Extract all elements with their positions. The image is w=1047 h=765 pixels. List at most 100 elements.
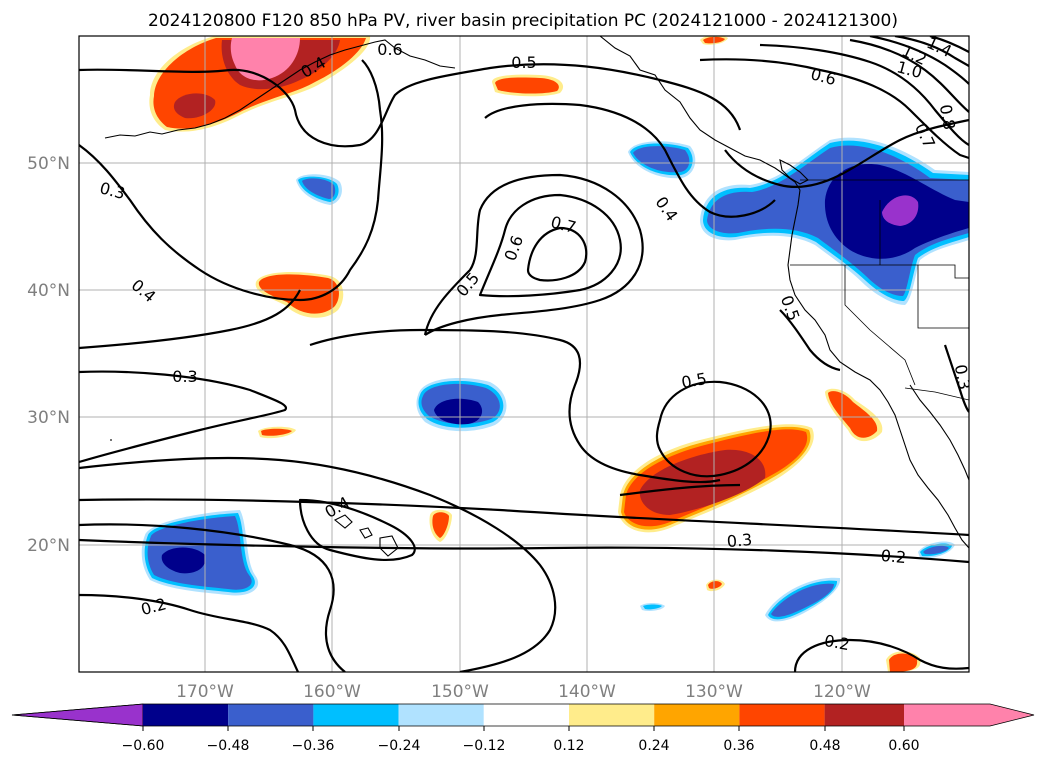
lon-tick-label: 130°W — [685, 682, 743, 702]
state-border — [917, 265, 969, 329]
contour-label: 0.5 — [680, 369, 708, 392]
colorbar-extend-high — [904, 704, 1034, 726]
pv-contour — [655, 380, 772, 478]
colorbar-segment — [143, 704, 229, 726]
coastlines — [104, 36, 969, 557]
pv-contour — [779, 309, 841, 372]
colorbar-segment — [313, 704, 399, 726]
pv-contour — [79, 523, 346, 672]
pv-contour — [894, 36, 969, 67]
pv-contour — [759, 43, 969, 146]
pv-contour — [79, 289, 301, 350]
shade-area — [161, 547, 206, 574]
lat-tick-label: 50°N — [27, 154, 70, 174]
lon-tick-labels: 170°W 160°W 150°W 140°W 130°W 120°W — [176, 682, 871, 702]
colorbar-label: 0.60 — [888, 738, 919, 754]
lon-tick-label: 120°W — [813, 682, 871, 702]
shade-area — [708, 581, 722, 589]
alaska-coast — [104, 39, 456, 139]
shade-area — [923, 545, 949, 555]
shade-area — [882, 195, 919, 226]
shade-area — [771, 583, 834, 617]
pv-contours — [79, 36, 969, 672]
colorbar-label: 0.12 — [553, 738, 584, 754]
colorbar-segment — [398, 704, 484, 726]
colorbar: −0.60 −0.48 −0.36 −0.24 −0.12 0.12 0.24 … — [11, 703, 1035, 754]
pv-contour — [309, 328, 721, 484]
colorbar-segment — [739, 704, 825, 726]
pv-contour — [79, 370, 288, 464]
negative-area-pacific-northwest — [700, 137, 969, 305]
pv-contour — [79, 538, 969, 564]
colorbar-segment — [483, 704, 569, 726]
baja-coast — [909, 384, 969, 481]
colorbar-label: 0.36 — [723, 738, 754, 754]
vancouver-island — [779, 159, 809, 185]
contour-label: 0.2 — [880, 546, 907, 567]
colorbar-label: −0.24 — [378, 738, 421, 754]
shade-area — [633, 146, 690, 173]
pv-contour — [79, 593, 299, 672]
contour-label: 0.2 — [823, 631, 851, 654]
contour-label: 0.3 — [951, 363, 974, 391]
pv-contour — [526, 226, 588, 282]
pv-contour — [869, 36, 969, 85]
pv-contour — [943, 344, 969, 413]
lon-tick-label: 140°W — [558, 682, 616, 702]
map-frame — [78, 35, 970, 673]
pv-contour — [849, 38, 969, 113]
colorbar-label: −0.60 — [122, 738, 165, 754]
colorbar-label: 0.24 — [638, 738, 669, 754]
colorbar-segment — [654, 704, 740, 726]
contour-label: 0.6 — [377, 40, 402, 59]
pv-contour — [79, 63, 742, 148]
colorbar-label: −0.12 — [463, 738, 506, 754]
colorbar-label: −0.36 — [292, 738, 335, 754]
pv-contour — [619, 483, 741, 497]
figure-title: 2024120800 F120 850 hPa PV, river basin … — [148, 11, 898, 31]
colorbar-segment — [228, 704, 314, 726]
pv-contour — [423, 173, 644, 336]
colorbar-label: −0.48 — [207, 738, 250, 754]
colorbar-extend-low — [11, 703, 144, 727]
shade-area — [643, 604, 662, 610]
contour-label: 0.3 — [726, 530, 753, 551]
pv-contour — [793, 638, 969, 672]
lon-tick-label: 160°W — [303, 682, 361, 702]
graticule — [79, 36, 969, 672]
colorbar-labels: −0.60 −0.48 −0.36 −0.24 −0.12 0.12 0.24 … — [122, 738, 920, 754]
positive-area-subtropical — [618, 424, 814, 592]
shade-area — [889, 653, 918, 672]
alaska-panhandle — [599, 36, 801, 191]
map-panel: 0.6 0.4 0.5 1.4 1.2 1.0 0.6 0.8 0.7 0.3 … — [79, 36, 974, 672]
colorbar-segment — [824, 704, 910, 726]
pv-contour — [929, 36, 969, 53]
lat-tick-label: 30°N — [27, 408, 70, 428]
pv-contour — [79, 59, 384, 302]
positive-area-california — [825, 388, 921, 672]
contour-label: 0.8 — [936, 103, 959, 131]
pv-contour — [79, 456, 557, 672]
colorbar-ticks — [142, 726, 905, 731]
shade-area — [495, 77, 559, 94]
shading-layer — [141, 36, 969, 672]
contour-labels: 0.6 0.4 0.5 1.4 1.2 1.0 0.6 0.8 0.7 0.3 … — [98, 36, 974, 654]
lat-tick-labels: 50°N 40°N 30°N 20°N — [27, 154, 70, 556]
pv-contour — [298, 498, 416, 561]
shade-area — [434, 398, 483, 425]
hawaii-islands — [333, 514, 399, 557]
shade-area — [230, 38, 300, 81]
shade-area — [302, 178, 336, 199]
contour-label: 0.3 — [172, 367, 197, 386]
pv-contour — [724, 118, 969, 189]
state-border — [844, 265, 916, 386]
pv-contour — [478, 193, 622, 298]
state-border — [790, 264, 969, 279]
pv-contour — [484, 102, 776, 218]
shade-area — [432, 512, 449, 538]
colorbar-label: 0.48 — [809, 738, 840, 754]
pv-contour — [699, 58, 969, 160]
us-west-coast — [787, 189, 969, 549]
shade-area — [261, 428, 292, 436]
